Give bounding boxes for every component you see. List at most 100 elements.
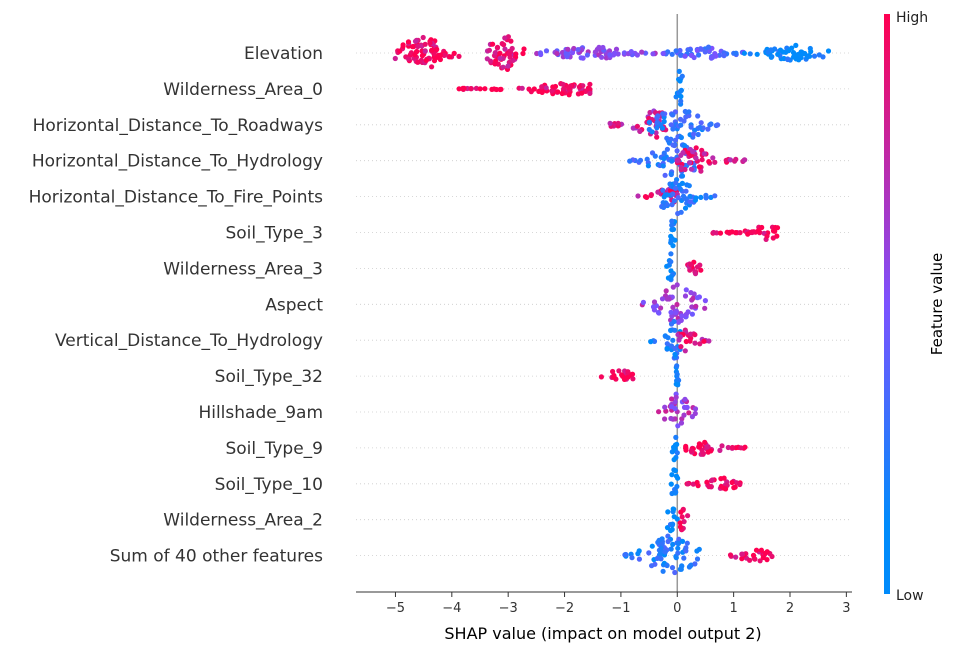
shap-point [660, 111, 666, 117]
shap-point [675, 195, 681, 201]
shap-point [697, 124, 703, 130]
shap-point [750, 552, 757, 558]
colorbar-gradient [884, 14, 890, 594]
shap-point [674, 363, 680, 369]
shap-point [668, 171, 674, 177]
shap-point [669, 202, 675, 208]
x-axis: −5 −4 −3 −2 −1 0 1 2 3 [356, 591, 852, 616]
shap-point [678, 88, 684, 94]
shap-point [639, 49, 645, 55]
data-points [392, 34, 832, 576]
shap-point [637, 128, 643, 134]
shap-point [611, 374, 617, 380]
feature-label: Soil_Type_9 [225, 439, 323, 459]
shap-point [491, 86, 497, 92]
shap-point [707, 122, 713, 128]
shap-point [660, 187, 666, 193]
shap-point [665, 538, 671, 545]
shap-point [621, 50, 628, 56]
shap-point [419, 53, 425, 59]
shap-point [651, 299, 658, 305]
shap-point [579, 90, 585, 96]
shap-point [733, 554, 739, 560]
shap-point [693, 155, 699, 161]
shap-point [672, 185, 679, 191]
shap-point [677, 524, 684, 530]
colorbar-high-label: High [896, 10, 928, 26]
shap-point [692, 271, 699, 277]
shap-point [662, 172, 668, 178]
feature-label: Sum of 40 other features [110, 547, 323, 567]
shap-point [721, 53, 727, 59]
shap-point [672, 351, 678, 357]
shap-point [692, 340, 698, 346]
shap-point [672, 468, 679, 474]
shap-point [635, 551, 641, 557]
shap-point [678, 509, 684, 515]
shap-point [673, 434, 679, 440]
shap-point [660, 163, 666, 169]
shap-point [498, 86, 504, 92]
shap-point [682, 143, 688, 149]
shap-point [673, 381, 679, 387]
shap-point [668, 481, 674, 487]
shap-point [719, 443, 725, 449]
shap-point [715, 122, 721, 128]
shap-point [490, 41, 496, 47]
shap-point [747, 557, 753, 563]
feature-label: Elevation [244, 44, 323, 64]
shap-point [494, 44, 501, 50]
shap-point [685, 513, 691, 519]
shap-point [587, 81, 593, 87]
shap-point [675, 545, 681, 551]
shap-point [675, 540, 682, 547]
shap-point [663, 408, 669, 414]
shap-point [684, 540, 690, 546]
shap-point [686, 150, 692, 156]
shap-point [651, 307, 658, 313]
shap-point [646, 550, 652, 556]
feature-label: Soil_Type_32 [215, 367, 323, 387]
shap-point [607, 120, 613, 126]
shap-point [681, 555, 687, 561]
shap-point [661, 156, 667, 162]
shap-point [429, 64, 435, 70]
shap-point [706, 159, 712, 165]
shap-point [681, 519, 687, 525]
shap-point [698, 267, 704, 273]
shap-point [683, 445, 689, 451]
shap-point [682, 396, 688, 402]
shap-point [658, 305, 664, 311]
shap-point [820, 54, 826, 60]
shap-point [769, 553, 775, 560]
row-guides [356, 52, 852, 556]
shap-point [681, 412, 687, 418]
shap-point [613, 46, 620, 52]
shap-point [670, 284, 676, 290]
shap-point [671, 514, 677, 520]
shap-point [616, 368, 622, 374]
shap-point [712, 193, 718, 199]
shap-point [753, 547, 760, 553]
shap-point [644, 194, 650, 200]
shap-point [693, 195, 699, 201]
shap-point [789, 45, 795, 51]
shap-point [674, 371, 680, 377]
shap-point [811, 53, 818, 59]
shap-point [680, 193, 687, 199]
shap-point [687, 47, 693, 53]
shap-point [698, 120, 704, 126]
shap-point [670, 112, 676, 118]
shap-point [672, 137, 679, 143]
shap-point [502, 35, 508, 41]
shap-point [703, 192, 709, 198]
shap-point [645, 163, 652, 169]
shap-point [679, 73, 685, 79]
shap-point [742, 444, 748, 450]
shap-point [537, 50, 544, 56]
shap-point [698, 194, 704, 200]
shap-point [610, 368, 616, 375]
shap-point [664, 296, 670, 302]
shap-point [671, 506, 677, 512]
shap-point [662, 549, 668, 555]
